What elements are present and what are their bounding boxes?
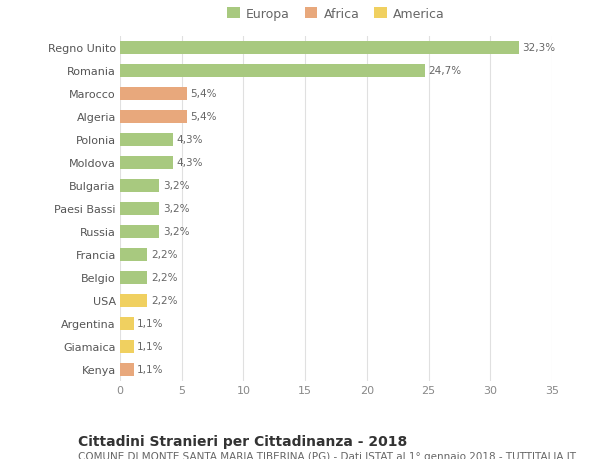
Bar [120, 271, 147, 284]
Bar [120, 294, 147, 307]
Text: 4,3%: 4,3% [177, 135, 203, 145]
Text: 3,2%: 3,2% [163, 204, 190, 214]
Bar [120, 340, 134, 353]
Text: 1,1%: 1,1% [137, 319, 164, 329]
Text: 3,2%: 3,2% [163, 227, 190, 237]
Text: 5,4%: 5,4% [190, 112, 217, 122]
Text: Cittadini Stranieri per Cittadinanza - 2018: Cittadini Stranieri per Cittadinanza - 2… [78, 434, 407, 448]
Bar [120, 363, 134, 376]
Text: 32,3%: 32,3% [523, 43, 556, 53]
Text: 24,7%: 24,7% [428, 66, 461, 76]
Bar [120, 248, 147, 261]
Bar [120, 88, 187, 101]
Bar [120, 202, 160, 215]
Text: 2,2%: 2,2% [151, 250, 178, 260]
Bar [120, 134, 173, 146]
Text: 3,2%: 3,2% [163, 181, 190, 191]
Text: 1,1%: 1,1% [137, 341, 164, 352]
Text: 5,4%: 5,4% [190, 89, 217, 99]
Bar [120, 111, 187, 123]
Bar [120, 179, 160, 192]
Bar [120, 157, 173, 169]
Text: 1,1%: 1,1% [137, 364, 164, 375]
Bar [120, 317, 134, 330]
Legend: Europa, Africa, America: Europa, Africa, America [224, 6, 448, 23]
Text: COMUNE DI MONTE SANTA MARIA TIBERINA (PG) - Dati ISTAT al 1° gennaio 2018 - TUTT: COMUNE DI MONTE SANTA MARIA TIBERINA (PG… [78, 451, 576, 459]
Text: 2,2%: 2,2% [151, 273, 178, 283]
Bar [120, 65, 425, 78]
Bar [120, 42, 518, 55]
Text: 4,3%: 4,3% [177, 158, 203, 168]
Text: 2,2%: 2,2% [151, 296, 178, 306]
Bar [120, 225, 160, 238]
